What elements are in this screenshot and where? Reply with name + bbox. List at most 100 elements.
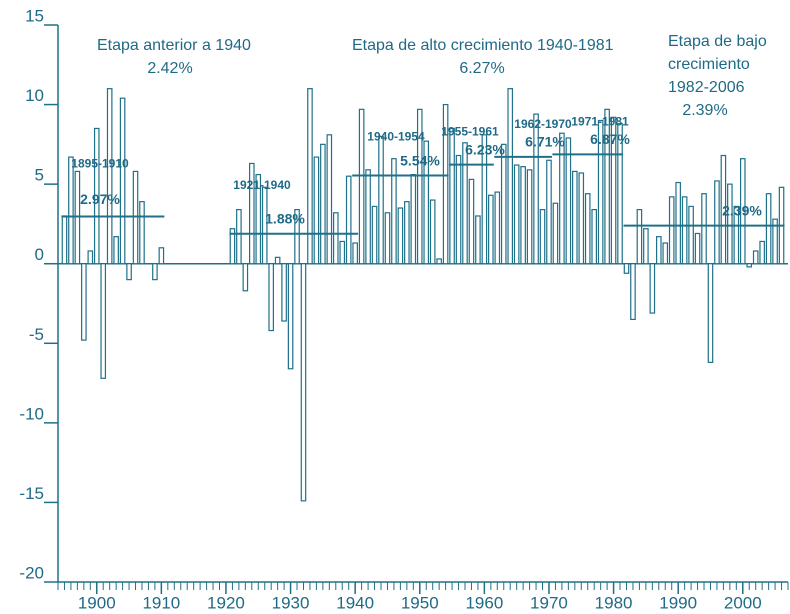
bar [371, 205, 378, 265]
period-name: 1940-1954 [367, 130, 425, 144]
bar [533, 113, 539, 265]
bar [61, 215, 68, 265]
bar [378, 135, 384, 265]
bar [559, 132, 565, 265]
bar [242, 263, 249, 292]
period-name: 1971-1981 [571, 115, 629, 129]
stage-title: Etapa de alto crecimiento 1940-1981 [352, 37, 614, 54]
bar [488, 194, 494, 265]
period-value: 2.97% [80, 191, 120, 207]
bar [694, 232, 701, 265]
bar [158, 247, 165, 265]
bar [462, 142, 468, 265]
bar [513, 164, 520, 265]
bar [255, 173, 262, 265]
bar [720, 154, 727, 265]
period-value: 1.88% [265, 210, 305, 226]
y-tick-label: 15 [25, 6, 44, 25]
bar [249, 162, 255, 265]
bar [274, 256, 281, 265]
bar [752, 250, 759, 265]
bar [701, 193, 707, 265]
x-tick-label: 1900 [78, 593, 116, 612]
period-value: 6.71% [525, 134, 565, 150]
period-name: 1955-1961 [441, 125, 499, 139]
y-tick-label: -5 [29, 325, 44, 344]
stage-title: Etapa anterior a 1940 [97, 37, 251, 54]
bar [410, 173, 417, 265]
bar [565, 137, 572, 265]
bar [507, 88, 514, 265]
bar [68, 156, 74, 265]
x-tick-label: 1960 [465, 593, 503, 612]
bar [100, 263, 107, 379]
y-tick-label: -15 [19, 484, 44, 503]
stage-value: 2.42% [147, 60, 192, 77]
bar [623, 263, 630, 274]
bar [739, 158, 746, 265]
bar [733, 205, 740, 265]
bar [759, 240, 765, 265]
period-value: 5.54% [400, 152, 440, 168]
y-tick-label: 0 [35, 245, 44, 264]
x-tick-label: 1970 [530, 593, 568, 612]
bar [597, 119, 604, 265]
bar [416, 108, 423, 265]
bar [468, 178, 475, 265]
bar [281, 263, 287, 322]
bar [643, 228, 649, 265]
stage-value: 2.39% [682, 102, 727, 119]
y-tick-label: 5 [35, 166, 44, 185]
bar [688, 205, 694, 265]
period-name: 1921-1940 [233, 178, 291, 192]
bar [481, 134, 488, 265]
bar [93, 127, 100, 265]
x-tick-label: 1950 [401, 593, 439, 612]
bar [610, 116, 617, 265]
bar [384, 212, 391, 265]
bar [630, 263, 636, 321]
bar [475, 215, 481, 265]
bar [520, 166, 526, 265]
bar [500, 143, 507, 265]
stage-title: 1982-2006 [668, 79, 745, 96]
bar [345, 175, 352, 265]
bar [287, 263, 294, 370]
bar [649, 263, 656, 314]
bar [584, 193, 591, 265]
bar [681, 196, 688, 265]
bar [591, 209, 597, 265]
x-tick-label: 1910 [142, 593, 180, 612]
bar [294, 209, 300, 265]
bar [229, 228, 236, 265]
bar [126, 263, 132, 281]
bar [74, 170, 81, 265]
bar [572, 170, 578, 265]
bar [436, 258, 442, 265]
y-tick-label: 10 [25, 86, 44, 105]
bar [268, 263, 274, 332]
bar [727, 183, 733, 265]
x-tick-label: 1940 [336, 593, 374, 612]
bar [113, 236, 119, 265]
bar [539, 209, 546, 265]
bar [365, 169, 371, 265]
bar [397, 207, 404, 265]
stage-title: crecimiento [668, 56, 750, 73]
bar [307, 88, 313, 265]
bar [152, 263, 158, 281]
bar [636, 209, 643, 265]
bar [675, 181, 681, 265]
x-tick-label: 2000 [724, 593, 762, 612]
period-name: 1962-1970 [514, 117, 572, 131]
period-value: 2.39% [722, 202, 762, 218]
bar [455, 154, 462, 265]
bar [326, 134, 333, 265]
bar [358, 108, 365, 265]
bar [423, 140, 430, 265]
bar [617, 123, 623, 265]
bar [494, 191, 501, 265]
period-name: 1895-1910 [71, 157, 129, 171]
bar [391, 158, 397, 265]
